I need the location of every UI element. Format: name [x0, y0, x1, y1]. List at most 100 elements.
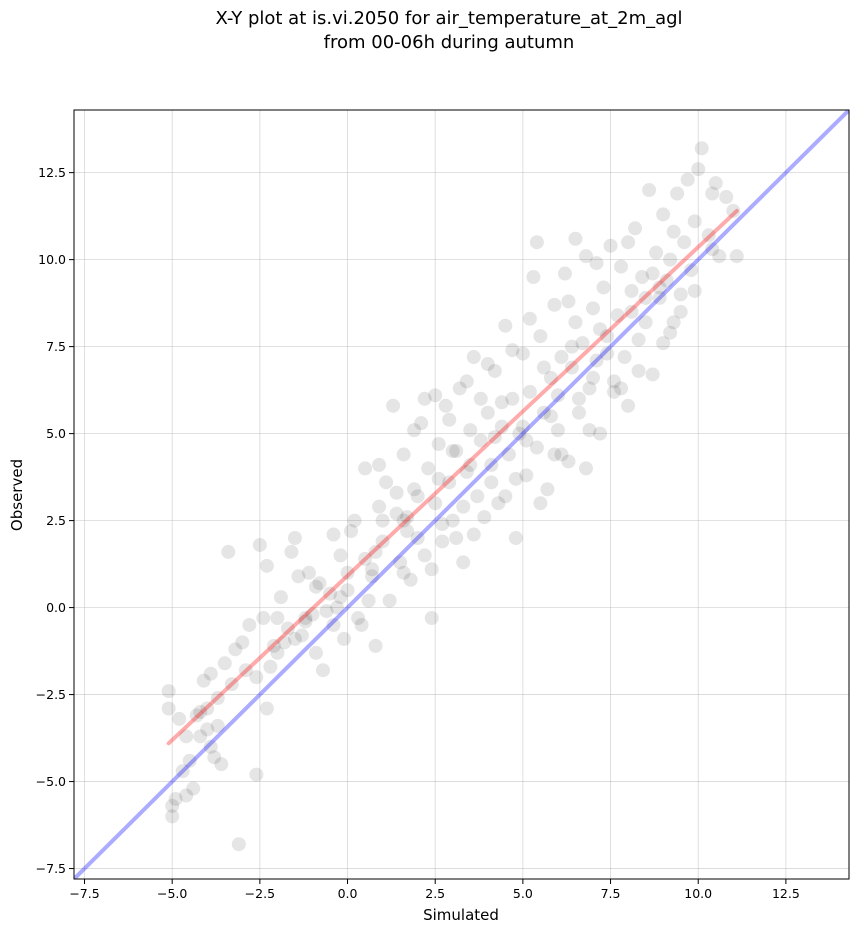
scatter-point	[673, 304, 688, 319]
scatter-point	[456, 555, 471, 570]
scatter-point	[312, 576, 327, 591]
x-tick-label: 0.0	[338, 886, 358, 901]
scatter-point	[193, 729, 208, 744]
scatter-point	[631, 363, 646, 378]
scatter-point	[515, 419, 530, 434]
scatter-point	[589, 256, 604, 271]
scatter-point	[687, 214, 702, 229]
scatter-point	[652, 280, 667, 295]
scatter-point	[719, 189, 734, 204]
scatter-point	[708, 176, 723, 191]
scatter-point	[561, 294, 576, 309]
scatter-point	[365, 562, 380, 577]
scatter-point	[424, 562, 439, 577]
scatter-point	[463, 457, 478, 472]
scatter-point	[473, 391, 488, 406]
scatter-point	[705, 186, 720, 201]
scatter-point	[666, 224, 681, 239]
scatter-point	[337, 631, 352, 646]
scatter-point	[600, 346, 615, 361]
scatter-point	[484, 457, 499, 472]
scatter-point	[533, 496, 548, 511]
y-tick-label: 12.5	[38, 165, 66, 180]
scatter-point	[515, 346, 530, 361]
scatter-point	[340, 583, 355, 598]
scatter-point	[512, 426, 527, 441]
scatter-point	[536, 360, 551, 375]
scatter-point	[403, 572, 418, 587]
scatter-point	[445, 513, 460, 528]
scatter-point	[287, 631, 302, 646]
scatter-point	[519, 433, 534, 448]
scatter-point	[298, 611, 313, 626]
scatter-point	[322, 586, 337, 601]
scatter-point	[256, 611, 271, 626]
scatter-point	[242, 617, 257, 632]
scatter-point	[487, 430, 502, 445]
scatter-point	[610, 308, 625, 323]
scatter-point	[442, 475, 457, 490]
x-tick-label: 7.5	[601, 886, 621, 901]
scatter-point	[550, 423, 565, 438]
scatter-point	[431, 437, 446, 452]
scatter-point	[431, 471, 446, 486]
grid-lines	[74, 110, 849, 879]
scatter-point	[210, 718, 225, 733]
scatter-point	[361, 593, 376, 608]
scatter-point	[582, 423, 597, 438]
scatter-point	[466, 527, 481, 542]
scatter-point	[175, 764, 190, 779]
scatter-point	[621, 398, 636, 413]
scatter-point	[330, 600, 345, 615]
scatter-point	[473, 433, 488, 448]
scatter-point	[259, 701, 274, 716]
scatter-point	[365, 569, 380, 584]
scatter-point	[224, 677, 239, 692]
scatter-point	[582, 381, 597, 396]
scatter-point	[410, 530, 425, 545]
scatter-point	[452, 381, 467, 396]
scatter-point	[621, 235, 636, 250]
scatter-point	[333, 548, 348, 563]
scatter-point	[638, 315, 653, 330]
scatter-point	[712, 249, 727, 264]
x-tick-label: 2.5	[425, 886, 445, 901]
scatter-point	[449, 444, 464, 459]
y-tick-label: 7.5	[46, 339, 66, 354]
plot-frame	[73, 109, 850, 880]
scatter-point	[701, 228, 716, 243]
scatter-point	[200, 722, 215, 737]
x-tick-label: −2.5	[245, 886, 275, 901]
scatter-point	[459, 374, 474, 389]
scatter-point	[270, 645, 285, 660]
scatter-point	[568, 315, 583, 330]
scatter-point	[705, 242, 720, 257]
scatter-point	[547, 297, 562, 312]
scatter-point	[586, 301, 601, 316]
scatter-point	[652, 290, 667, 305]
scatter-point	[571, 405, 586, 420]
scatter-point	[691, 162, 706, 177]
scatter-point	[214, 757, 229, 772]
scatter-point	[564, 339, 579, 354]
scatter-point	[305, 607, 320, 622]
scatter-point	[389, 506, 404, 521]
y-tick-label: −2.5	[36, 687, 66, 702]
scatter-point	[596, 280, 611, 295]
scatter-point	[578, 249, 593, 264]
scatter-point	[533, 329, 548, 344]
scatter-point	[526, 270, 541, 285]
scatter-point	[301, 565, 316, 580]
scatter-point	[519, 468, 534, 483]
scatter-point	[649, 245, 664, 260]
scatter-point	[624, 283, 639, 298]
scatter-point	[445, 444, 460, 459]
scatter-point	[273, 590, 288, 605]
scatter-point	[238, 663, 253, 678]
scatter-point	[375, 534, 390, 549]
scatter-point	[631, 332, 646, 347]
scatter-point	[333, 590, 348, 605]
scatter-point	[491, 496, 506, 511]
scatter-point	[280, 621, 295, 636]
